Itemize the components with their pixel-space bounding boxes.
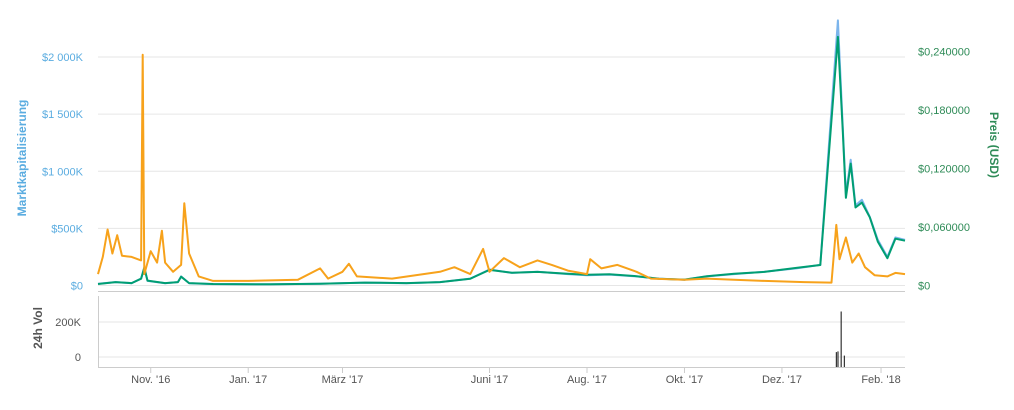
y-left-tick-label: $1 000K [42, 166, 84, 178]
volume-bar [837, 351, 839, 367]
volume-bar [843, 355, 845, 367]
y-right-tick-label: $0,240000 [918, 47, 970, 59]
y-left-tick-label: $1 500K [42, 109, 84, 121]
x-tick-label: März '17 [322, 374, 364, 386]
y-volume-tick-label: 0 [75, 352, 81, 364]
series-line-volume_usd [97, 53, 906, 284]
y-left-tick-label: $500K [51, 223, 83, 235]
x-tick-label: Nov. '16 [131, 374, 170, 386]
y-volume-tick-label: 200K [55, 317, 81, 329]
series-line-market_cap [97, 19, 906, 286]
y-right-tick-label: $0,180000 [918, 105, 970, 117]
x-tick-label: Juni '17 [471, 374, 509, 386]
y-left-tick-label: $2 000K [42, 52, 84, 64]
labels-layer: Nov. '16 Jan. '17 März '17 Juni '17 Aug. '17… [15, 47, 1001, 387]
y-volume-axis-title: 24h Vol [31, 307, 45, 349]
volume-bar [840, 311, 842, 367]
y-left-axis-title: Marktkapitalisierung [15, 100, 29, 217]
y-right-tick-label: $0 [918, 281, 930, 293]
x-tick-label: Aug. '17 [567, 374, 607, 386]
y-right-tick-label: $0,060000 [918, 222, 970, 234]
y-left-tick-label: $0 [71, 281, 83, 293]
y-right-tick-label: $0,120000 [918, 164, 970, 176]
x-tick-label: Jan. '17 [229, 374, 267, 386]
x-tick-label: Dez. '17 [762, 374, 802, 386]
x-tick-label: Okt. '17 [666, 374, 704, 386]
series-layer [97, 19, 906, 367]
grid-layer [98, 56, 905, 358]
series-line-price [97, 35, 906, 286]
y-right-axis-title: Preis (USD) [987, 112, 1001, 178]
volume-bar [835, 352, 837, 367]
axes-layer [98, 291, 905, 373]
x-tick-label: Feb. '18 [861, 374, 900, 386]
